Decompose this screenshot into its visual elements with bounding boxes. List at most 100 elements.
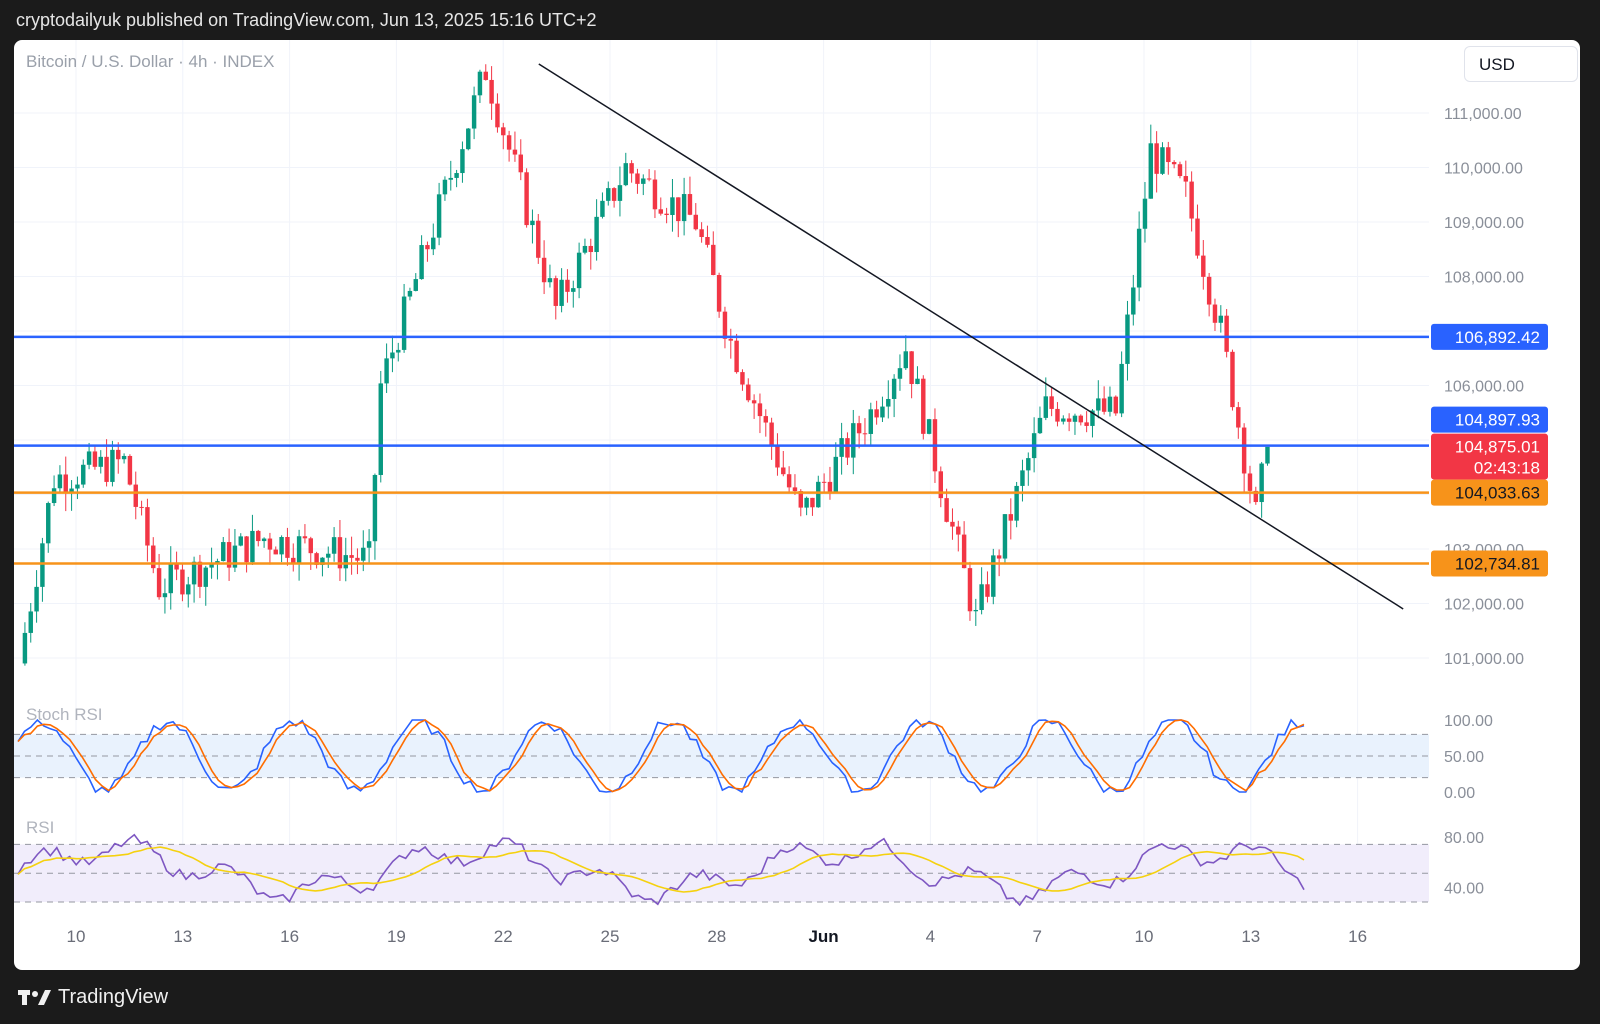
candle (734, 333, 739, 374)
candle (786, 466, 792, 492)
candle (868, 402, 874, 446)
candle (110, 440, 115, 487)
last-price-badge[interactable]: 104,875.01 02:43:18 (1431, 433, 1548, 480)
candle (314, 551, 319, 569)
currency-button[interactable]: USD (1464, 46, 1578, 82)
tradingview-logo-text: TradingView (58, 986, 169, 1008)
candle (127, 454, 133, 486)
rsi-label: RSI (26, 818, 55, 837)
candle (1043, 377, 1049, 421)
candle (291, 543, 296, 572)
candle (40, 537, 45, 602)
candle (1201, 240, 1206, 290)
candle (961, 521, 967, 569)
symbol-title: Bitcoin / U.S. Dollar · 4h · INDEX (26, 52, 275, 71)
candle (28, 602, 33, 643)
candle (1026, 452, 1031, 486)
chart-panel[interactable]: 111,000.00 110,000.00 109,000.00 108,000.00… (14, 40, 1580, 970)
time-axis-label: 28 (707, 927, 726, 946)
candle (1055, 402, 1060, 427)
rsi-axis-label: 80.00 (1444, 830, 1484, 847)
candle (1113, 395, 1119, 416)
candle (1236, 401, 1241, 439)
candlestick-chart[interactable]: 111,000.00 110,000.00 109,000.00 108,000.00… (14, 40, 1580, 970)
tradingview-logo-icon (18, 989, 51, 1005)
descending-trendline[interactable] (538, 63, 1404, 610)
candle (856, 415, 862, 449)
candle (256, 529, 261, 547)
candle (448, 160, 453, 191)
price-label-text: 104,033.63 (1455, 484, 1540, 503)
candle (1160, 142, 1165, 175)
candle (862, 418, 868, 445)
time-axis-label: 7 (1032, 927, 1041, 946)
candle (1136, 211, 1142, 302)
candle (69, 480, 74, 511)
candle (285, 527, 290, 566)
candle (413, 273, 418, 292)
price-label-text: 106,892.42 (1455, 328, 1540, 347)
rsi-axis-label: 40.00 (1444, 881, 1484, 898)
stoch-rsi-label: Stoch RSI (26, 705, 103, 724)
candle (145, 498, 150, 562)
candle (1072, 413, 1078, 435)
candle (63, 456, 68, 512)
candle (1230, 349, 1235, 411)
level-badge[interactable]: 104,897.93 (1431, 406, 1548, 433)
level-badge[interactable]: 102,734.81 (1431, 550, 1548, 577)
candle (1206, 272, 1212, 317)
candle (431, 223, 436, 256)
candle (1084, 411, 1089, 433)
level-badge[interactable]: 104,033.63 (1431, 479, 1548, 506)
candle (273, 546, 278, 555)
candle (781, 450, 786, 477)
stoch-axis-label: 0.00 (1444, 785, 1475, 802)
candle (524, 168, 529, 228)
candle (466, 128, 471, 151)
candle (378, 370, 383, 483)
candle (874, 400, 879, 425)
candle (22, 622, 28, 666)
candle (355, 548, 360, 575)
candle (804, 496, 809, 516)
candle (203, 565, 208, 606)
stoch-axis-label: 100.00 (1444, 713, 1493, 730)
tradingview-logo[interactable]: TradingView (18, 986, 168, 1009)
candles (22, 64, 1270, 666)
candle (162, 578, 168, 614)
level-badge[interactable]: 106,892.42 (1431, 323, 1548, 350)
candle (1014, 481, 1019, 528)
candle (1154, 131, 1159, 193)
candle (810, 497, 815, 516)
candle (705, 225, 710, 248)
candle (180, 563, 185, 602)
stoch-d-line (17, 719, 1305, 793)
candle (757, 393, 763, 434)
candle (168, 546, 173, 610)
candle (156, 553, 162, 600)
candle (1212, 298, 1218, 331)
price-axis-label: 102,000.00 (1444, 597, 1524, 614)
candle (1131, 274, 1136, 326)
time-axis-label: 19 (387, 927, 406, 946)
rsi-ma-line (17, 846, 1305, 893)
candle (617, 166, 623, 217)
candle (250, 514, 255, 566)
candle (699, 222, 704, 243)
candle (331, 527, 337, 562)
candle (121, 453, 127, 464)
candle (600, 192, 605, 219)
candle (769, 417, 774, 460)
candle (337, 519, 343, 581)
candle (116, 442, 121, 474)
candle (34, 570, 39, 623)
candle (547, 264, 553, 288)
candle (944, 488, 949, 523)
candle (530, 209, 535, 244)
candle (1189, 171, 1194, 232)
candle (1020, 459, 1025, 502)
price-axis-label: 110,000.00 (1444, 161, 1523, 178)
candle (477, 69, 483, 104)
price-axis-label: 106,000.00 (1444, 379, 1524, 396)
candle (746, 378, 751, 403)
